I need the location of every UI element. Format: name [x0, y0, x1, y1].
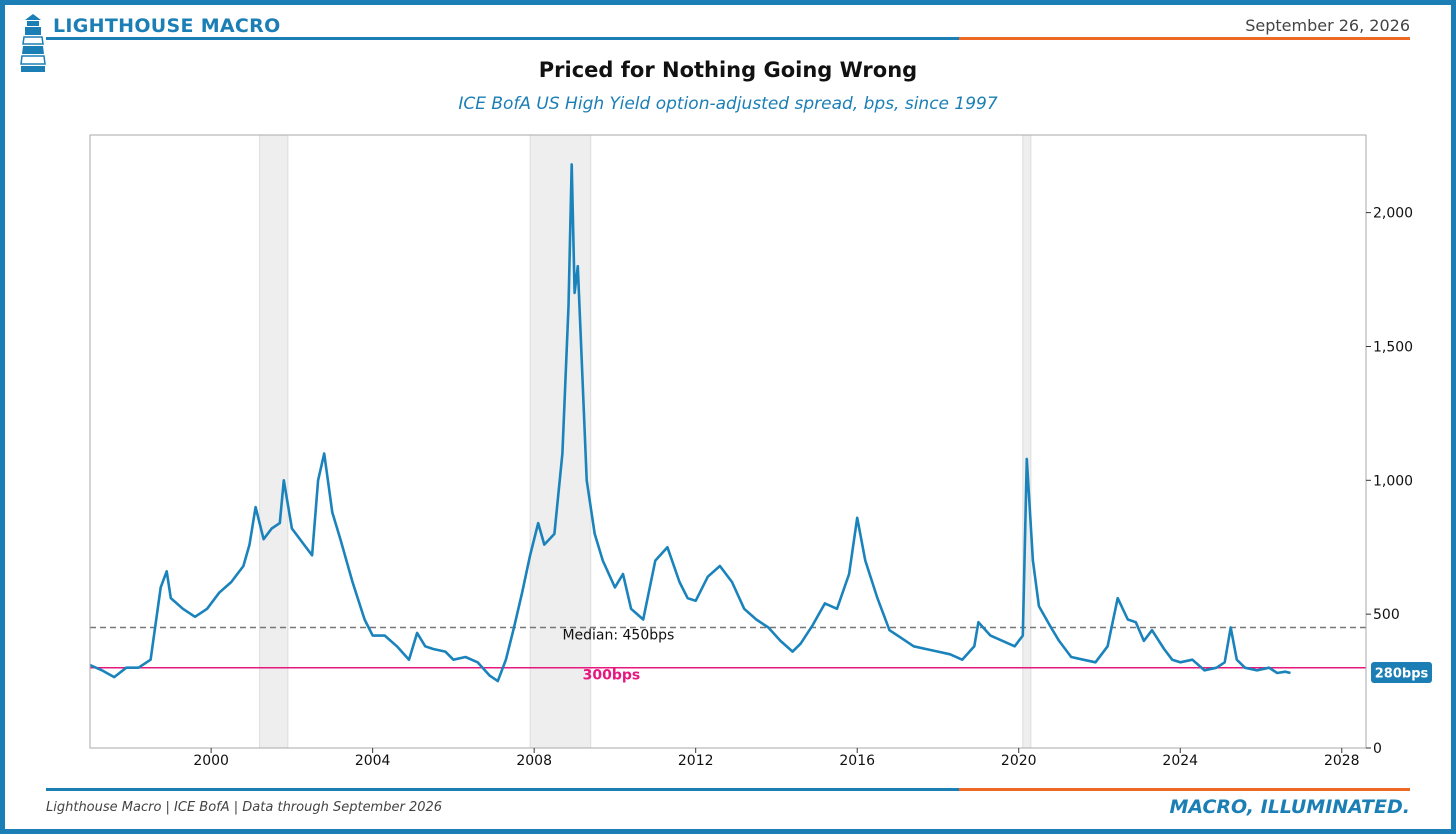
header-rule-orange: [959, 37, 1410, 40]
last-value-badge: [1371, 662, 1432, 684]
lighthouse-logo-icon: [20, 14, 46, 72]
chart-title: Priced for Nothing Going Wrong: [538, 58, 918, 82]
header-rule-blue: [46, 37, 959, 40]
y-axis: 0 500 1,000 1,500 2,000: [1366, 206, 1413, 757]
x-tick-label: 2016: [839, 753, 875, 769]
x-tick-label: 2004: [355, 753, 391, 769]
brand-name: LIGHTHOUSE MACRO: [53, 15, 281, 37]
tagline: MACRO, ILLUMINATED.: [1169, 796, 1410, 818]
x-axis: 2000 2004 2008 2012 2016 2020 2024 2028: [193, 748, 1360, 769]
y-tick-label: 2,000: [1373, 206, 1413, 222]
threshold-label: 300bps: [583, 668, 641, 684]
source-note: Lighthouse Macro | ICE BofA | Data throu…: [46, 800, 443, 815]
x-tick-label: 2012: [678, 753, 714, 769]
recession-shading: [259, 134, 1032, 749]
x-tick-label: 2008: [516, 753, 552, 769]
plot-area: [89, 134, 1367, 749]
chart-subtitle: ICE BofA US High Yield option-adjusted s…: [458, 94, 998, 114]
y-tick-label: 0: [1373, 741, 1382, 757]
x-tick-label: 2028: [1324, 753, 1360, 769]
x-tick-label: 2020: [1001, 753, 1037, 769]
footer-rule-orange: [959, 788, 1410, 791]
x-tick-label: 2024: [1162, 753, 1198, 769]
recession-band-1: [259, 134, 289, 749]
y-tick-label: 1,000: [1373, 473, 1413, 489]
recession-band-2: [529, 134, 592, 749]
footer-rule-blue: [46, 788, 959, 791]
median-label: Median: 450bps: [562, 628, 674, 644]
y-tick-label: 1,500: [1373, 339, 1413, 355]
report-date: September 26, 2026: [1245, 16, 1410, 35]
y-tick-label: 500: [1373, 607, 1400, 623]
recession-band-3: [1022, 134, 1032, 749]
series-line-hy-oas: [89, 163, 1291, 683]
x-tick-label: 2000: [193, 753, 229, 769]
last-value-label: 280bps: [1375, 667, 1429, 682]
